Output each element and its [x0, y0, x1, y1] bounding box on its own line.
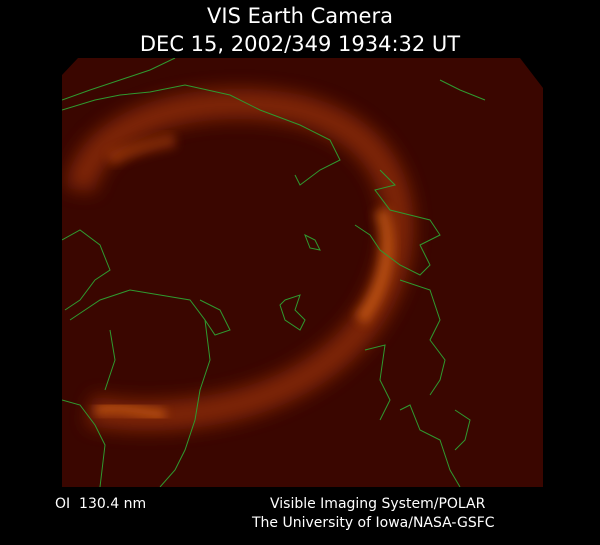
aurora-bright: [106, 133, 177, 167]
auroral-oval: [65, 89, 414, 431]
filter-label: OI 130.4 nm: [55, 496, 146, 512]
earth-image: [62, 58, 543, 487]
coastlines: [62, 58, 486, 487]
aurora-bright: [93, 402, 166, 421]
image-timestamp: DEC 15, 2002/349 1934:32 UT: [140, 32, 460, 56]
image-title: VIS Earth Camera: [207, 4, 393, 28]
instrument-label: Visible Imaging System/POLAR: [270, 496, 486, 512]
credit-label: The University of Iowa/NASA-GSFC: [251, 515, 495, 531]
aurora-bright: [354, 206, 395, 325]
